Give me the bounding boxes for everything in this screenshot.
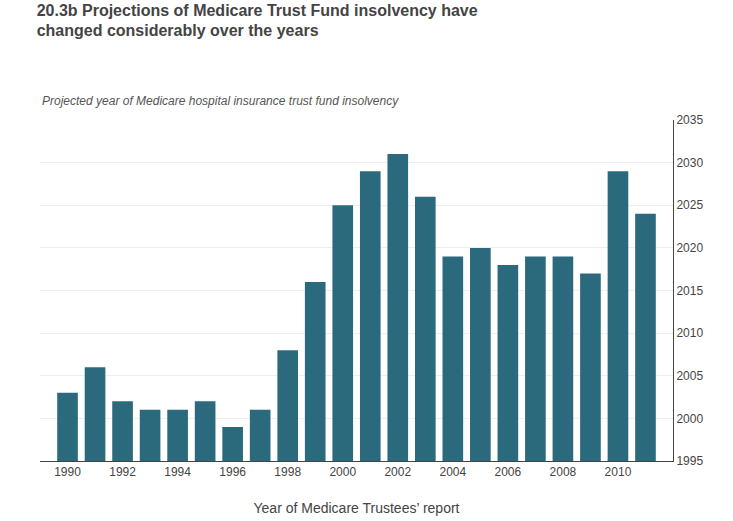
svg-text:1994: 1994: [164, 465, 191, 479]
svg-text:Year of Medicare Trustees’ rep: Year of Medicare Trustees’ report: [254, 500, 460, 516]
svg-text:2010: 2010: [605, 465, 632, 479]
svg-text:2005: 2005: [676, 369, 703, 383]
svg-text:2030: 2030: [676, 156, 703, 170]
svg-text:2025: 2025: [676, 198, 703, 212]
svg-text:2006: 2006: [495, 465, 522, 479]
svg-text:1998: 1998: [274, 465, 301, 479]
svg-text:2002: 2002: [384, 465, 411, 479]
svg-text:1990: 1990: [54, 465, 81, 479]
svg-text:2010: 2010: [676, 326, 703, 340]
svg-text:1992: 1992: [109, 465, 136, 479]
svg-text:2020: 2020: [676, 241, 703, 255]
svg-text:2008: 2008: [550, 465, 577, 479]
svg-text:1996: 1996: [219, 465, 246, 479]
svg-text:2000: 2000: [676, 412, 703, 426]
svg-text:2015: 2015: [676, 284, 703, 298]
svg-text:Projected year of Medicare hos: Projected year of Medicare hospital insu…: [42, 94, 399, 108]
svg-text:2000: 2000: [329, 465, 356, 479]
svg-text:2035: 2035: [676, 113, 703, 127]
svg-text:1995: 1995: [676, 454, 703, 468]
svg-text:2004: 2004: [439, 465, 466, 479]
svg-text:20.3b Projections of Medicare: 20.3b Projections of Medicare Trust Fund…: [37, 2, 478, 40]
